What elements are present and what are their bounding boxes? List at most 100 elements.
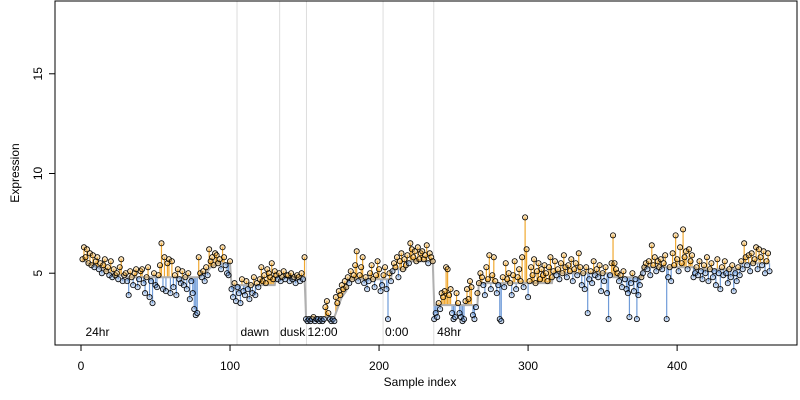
point [441,288,448,295]
point [94,254,101,261]
point [247,282,254,289]
point [139,266,146,273]
point [659,266,666,273]
point [367,270,374,277]
point [741,240,748,247]
point [528,264,535,271]
point [656,264,663,271]
point [340,286,347,293]
point [633,316,640,323]
point [356,272,363,279]
point [598,288,605,295]
point [359,254,366,261]
point [490,254,497,261]
point [234,284,241,291]
point [584,310,591,317]
point [523,246,530,253]
point [297,278,304,285]
point [206,246,213,253]
point [501,284,508,291]
point [747,268,754,275]
point [607,272,614,279]
point [532,280,539,287]
point [373,272,380,279]
x-tick-label: 200 [369,359,389,373]
point [149,300,156,307]
point [267,274,274,281]
point [358,264,365,271]
point [195,254,202,261]
point [167,290,174,297]
x-tick-label: 100 [220,359,240,373]
y-tick-label: 10 [31,167,45,181]
point [398,250,405,257]
annotation: 0:00 [385,325,409,339]
point [466,278,473,285]
point [605,316,612,323]
point [402,262,409,269]
point [148,278,155,285]
point [620,268,627,275]
point [461,316,468,323]
point [322,304,329,311]
point [288,270,295,277]
point [592,272,599,279]
point [495,282,502,289]
point [437,306,444,313]
point [702,270,709,277]
point [362,274,369,281]
point [352,262,359,269]
point [738,258,745,265]
point [639,270,646,277]
point [653,268,660,275]
point [414,244,421,251]
point [647,272,654,279]
point [213,252,220,259]
point [525,294,532,301]
point [723,270,730,277]
point [364,286,371,293]
point [165,256,172,263]
point [686,246,693,253]
point [481,292,488,299]
point [246,296,253,303]
point [143,274,150,281]
point [583,264,590,271]
point [610,232,617,239]
point [179,268,186,275]
point [660,260,667,267]
point [270,276,277,283]
point [384,316,391,323]
point [204,272,211,279]
point [712,282,719,289]
point [262,280,269,287]
point [392,264,399,271]
point [230,294,237,301]
point [626,314,633,321]
point [537,276,544,283]
point [104,264,111,271]
point [694,272,701,279]
point [346,280,353,287]
point [674,256,681,263]
point [393,254,400,261]
point [553,272,560,279]
point [578,282,585,289]
point [82,254,89,261]
point [118,256,125,263]
point [720,272,727,279]
point [97,260,104,267]
annotation: 24hr [85,325,109,339]
point [416,256,423,263]
point [699,276,706,283]
point [478,274,485,281]
point [519,254,526,261]
point [286,278,293,285]
point [604,290,611,297]
point [648,242,655,249]
point [621,276,628,283]
point [562,264,569,271]
point [671,262,678,269]
point [514,274,521,281]
point [237,300,244,307]
